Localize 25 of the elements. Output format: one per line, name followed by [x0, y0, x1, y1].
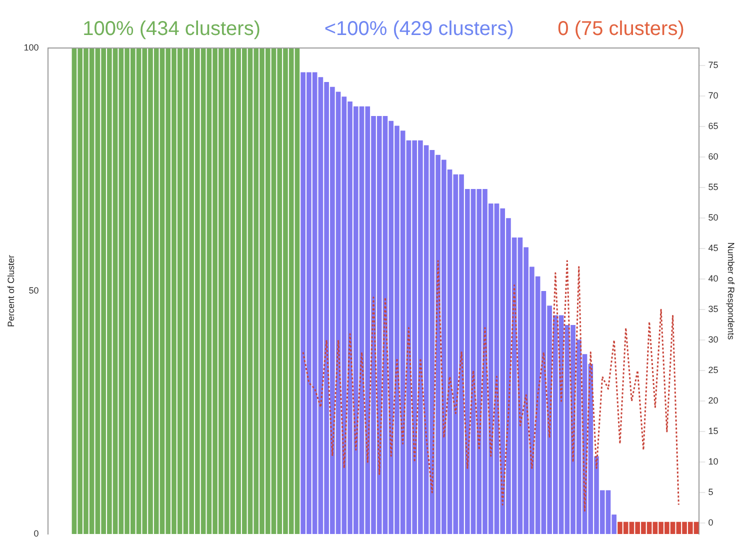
- y2-tick-label: 65: [708, 121, 718, 132]
- y2-tick-label: 30: [708, 334, 718, 345]
- y2-tick-label: 75: [708, 60, 718, 70]
- y2-tick-label: 10: [708, 456, 718, 467]
- y-tick-label: 100: [24, 42, 39, 52]
- y2-tick-label: 35: [708, 304, 718, 314]
- y2-tick-label: 70: [708, 90, 718, 101]
- y-tick-label: 0: [34, 528, 39, 538]
- y2-tick-label: 5: [708, 487, 714, 498]
- y2-tick-label: 20: [708, 396, 718, 406]
- y-tick-label: 50: [28, 285, 39, 296]
- y2-tick-label: 0: [708, 518, 714, 528]
- y2-tick-label: 40: [708, 274, 718, 284]
- y2-tick-label: 60: [708, 152, 718, 162]
- y2-tick-label: 25: [708, 365, 718, 376]
- y2-tick-label: 45: [708, 243, 718, 254]
- y2-tick-label: 50: [708, 212, 718, 223]
- text: 0 (75 clusters): [558, 18, 684, 41]
- y2-tick-label: 15: [708, 426, 718, 436]
- y-axis-title: Percent of Cluster: [6, 254, 16, 328]
- y2-axis-title: Number of Respondents: [726, 242, 736, 340]
- line-series: [302, 260, 680, 512]
- text: <100% (429 clusters): [324, 18, 514, 41]
- y2-tick-label: 55: [708, 182, 718, 192]
- text: 100% (434 clusters): [82, 18, 260, 41]
